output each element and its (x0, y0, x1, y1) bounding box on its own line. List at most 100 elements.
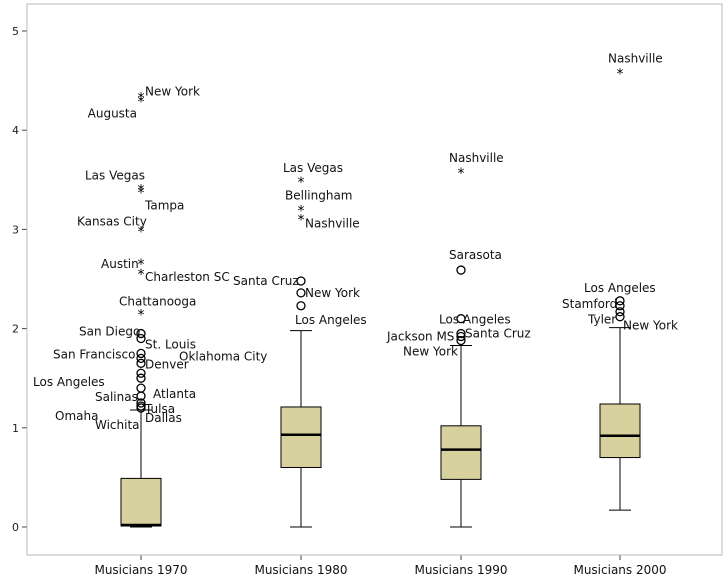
outlier-label: Los Angeles (33, 375, 105, 389)
outlier-label: Kansas City (77, 214, 147, 228)
extreme-outlier-star-icon: * (138, 183, 145, 199)
outlier-label: Las Vegas (85, 169, 145, 183)
extreme-outlier-star-icon: * (138, 267, 145, 283)
outlier-label: Nashville (608, 52, 663, 66)
y-tick-label: 5 (12, 25, 19, 38)
outlier-label: Bellingham (285, 189, 353, 203)
box-series (120, 327, 641, 528)
outlier-label: Omaha (55, 409, 98, 423)
outlier-label: Tampa (144, 199, 184, 213)
extreme-outlier-star-icon: * (298, 212, 305, 228)
iqr-box (280, 406, 322, 468)
outlier-circle-icon (456, 331, 466, 342)
box-musicians-2000 (599, 327, 641, 511)
outlier-label: Stamford (562, 297, 617, 311)
outlier-circle-icon (615, 312, 625, 322)
outlier-label: Atlanta (153, 387, 196, 401)
outlier-label: Salinas (95, 390, 138, 404)
outlier-label: Oklahoma City (179, 349, 267, 363)
outlier-label: San Francisco (53, 347, 135, 361)
plot-frame (26, 3, 723, 556)
x-tick-label: Musicians 1990 (414, 563, 507, 577)
box-musicians-1980 (280, 330, 322, 528)
outlier-circle-icon (136, 391, 146, 401)
outlier-circle-icon (136, 383, 146, 393)
outlier-circle-icon (136, 373, 146, 383)
outlier-label: New York (305, 286, 360, 300)
iqr-box (440, 425, 482, 480)
x-tick-label: Musicians 1970 (94, 563, 187, 577)
outlier-label: Chattanooga (119, 295, 196, 309)
y-tick-label: 3 (12, 223, 19, 236)
outlier-label: Santa Cruz (233, 274, 299, 288)
outlier-circle-icon (136, 358, 146, 368)
outlier-circle-icon (456, 335, 466, 346)
outliers-musicians-1970: * New York*Augusta*Las Vegas*Tampa*Kansas… (33, 84, 267, 431)
outlier-circle-icon (136, 403, 146, 413)
outlier-circle-icon (456, 314, 466, 324)
outlier-circle-icon (136, 368, 146, 378)
outlier-label: New York (623, 319, 678, 333)
extreme-outlier-star-icon: * (458, 166, 465, 182)
outlier-circle-icon (136, 398, 146, 408)
outlier-label: Los Angeles (295, 313, 367, 327)
outlier-circle-icon (615, 307, 625, 317)
outliers-musicians-2000: *Nashville Los Angeles Stamford Tyler New Yo… (562, 52, 678, 333)
outlier-label: Nashville (305, 216, 360, 230)
outlier-label: Jackson MS (386, 330, 454, 344)
outlier-label: Austin (101, 257, 139, 271)
outlier-label: Wichita (95, 418, 140, 432)
extreme-outlier-star-icon: * (298, 204, 305, 220)
y-tick-label: 4 (12, 124, 19, 137)
outlier-circle-icon (136, 353, 146, 364)
outlier-circle-icon (615, 296, 625, 306)
outlier-label: Dallas (145, 411, 182, 425)
extreme-outlier-star-icon: * (138, 224, 145, 240)
extreme-outlier-star-icon: * (617, 67, 624, 83)
outlier-circle-icon (136, 333, 146, 344)
extreme-outlier-star-icon: * (138, 90, 145, 106)
outlier-circle-icon (296, 276, 306, 286)
outlier-label: Los Angeles (584, 281, 656, 295)
outlier-label: Nashville (449, 151, 504, 165)
outlier-circle-icon (456, 328, 466, 339)
outlier-circle-icon (136, 348, 146, 359)
outlier-label: San Diego (79, 325, 140, 339)
outlier-label: Los Angeles (439, 313, 511, 327)
extreme-outlier-star-icon: * (138, 257, 145, 273)
outlier-label: New York (403, 345, 458, 359)
box-musicians-1970 (120, 409, 162, 528)
x-tick-label: Musicians 1980 (254, 563, 347, 577)
outlier-label: Augusta (88, 106, 137, 120)
outlier-label: Tyler (587, 313, 616, 327)
outlier-label: Charleston SC (145, 270, 230, 284)
y-axis: 0 1 2 3 4 5 (12, 4, 28, 555)
extreme-outlier-star-icon: * (298, 175, 305, 191)
outlier-label: New York (145, 84, 200, 98)
x-tick-label: Musicians 2000 (573, 563, 666, 577)
extreme-outlier-star-icon: * (138, 186, 145, 202)
outlier-label: Las Vegas (283, 161, 343, 175)
y-tick-label: 0 (12, 521, 19, 534)
outlier-circle-icon (136, 328, 146, 339)
outlier-label: Sarasota (449, 248, 502, 262)
extreme-outlier-star-icon: * (138, 94, 145, 110)
y-tick-label: 1 (12, 422, 19, 435)
iqr-box (120, 477, 162, 527)
outlier-label: Denver (145, 357, 189, 371)
outlier-circle-icon (296, 288, 306, 298)
y-tick-label: 2 (12, 323, 19, 336)
outlier-circle-icon (456, 265, 466, 275)
outlier-label: Santa Cruz (465, 327, 531, 341)
outlier-points: * New York*Augusta*Las Vegas*Tampa*Kansas… (33, 52, 678, 432)
extreme-outlier-star-icon: * (138, 308, 145, 324)
outlier-circle-icon (296, 301, 306, 311)
box-musicians-1990 (440, 344, 482, 528)
outlier-label: Tulsa (144, 402, 175, 416)
outlier-circle-icon (615, 301, 625, 311)
x-axis: Musicians 1970 Musicians 1980 Musicians 19… (27, 554, 722, 577)
iqr-box (599, 403, 641, 459)
